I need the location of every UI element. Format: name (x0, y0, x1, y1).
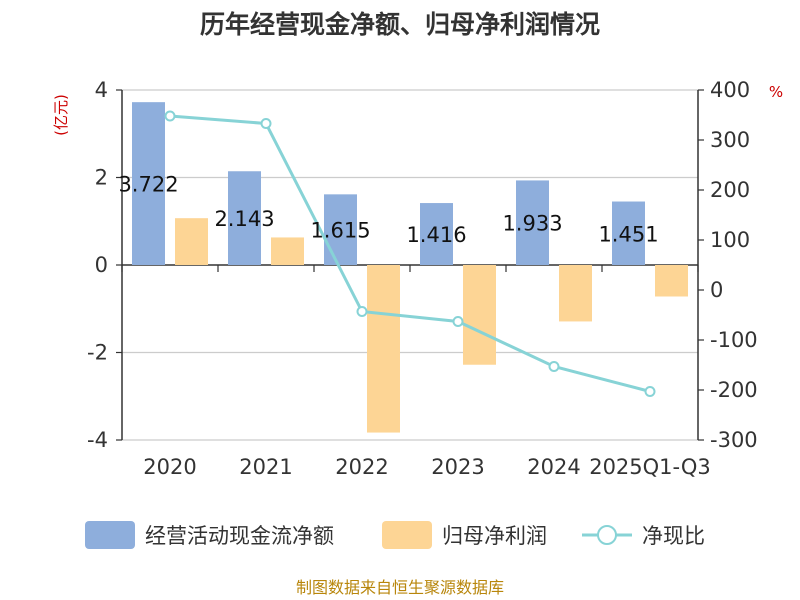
cashflow-data-label: 2.143 (214, 207, 274, 231)
right-tick-label: -200 (710, 378, 758, 402)
left-axis-unit: (亿元) (52, 94, 70, 136)
legend: 经营活动现金流净额 归母净利润 净现比 (85, 521, 705, 549)
right-tick-label: -100 (710, 328, 758, 352)
x-tick-label: 2023 (431, 455, 484, 479)
cashflow-data-label: 1.933 (502, 212, 562, 236)
net-profit-bar (271, 237, 304, 265)
right-axis-unit: % (769, 83, 783, 101)
net-profit-bar (367, 265, 400, 433)
legend-marker-ratio (597, 525, 617, 545)
right-tick-label: 400 (710, 78, 750, 102)
left-tick-label: -4 (87, 428, 108, 452)
axes: 4 2 0 -2 -4 400 300 200 100 0 -100 -200 -300 2020 2021… (87, 78, 758, 479)
cashflow-bar (228, 171, 261, 265)
cashflow-bar (132, 102, 165, 265)
right-tick-label: 100 (710, 228, 750, 252)
cash-ratio-point (644, 386, 656, 397)
cash-ratio-point (548, 361, 560, 372)
cashflow-data-label: 1.451 (598, 222, 658, 246)
labels-layer: 3.722 2.143 1.615 1.416 1.933 1.451 (118, 173, 658, 247)
x-tick-label: 2022 (335, 455, 388, 479)
x-tick-label: 2025Q1-Q3 (589, 455, 711, 479)
legend-label-ratio: 净现比 (642, 524, 705, 548)
right-tick-label: 0 (710, 278, 723, 302)
x-tick-label: 2021 (239, 455, 292, 479)
legend-swatch-cashflow (85, 521, 135, 549)
bars-layer (132, 102, 688, 433)
left-tick-label: -2 (87, 341, 108, 365)
line-layer (164, 110, 656, 397)
cashflow-data-label: 1.416 (406, 223, 466, 247)
left-tick-label: 0 (95, 253, 108, 277)
legend-label-cashflow: 经营活动现金流净额 (145, 524, 334, 548)
source-note: 制图数据来自恒生聚源数据库 (296, 578, 504, 597)
right-tick-label: 200 (710, 178, 750, 202)
cashflow-data-label: 1.615 (310, 219, 370, 243)
cashflow-bar (612, 201, 645, 265)
legend-label-profit: 归母净利润 (442, 524, 547, 548)
x-tick-label: 2020 (143, 455, 196, 479)
cashflow-data-label: 3.722 (118, 173, 178, 197)
net-profit-bar (175, 218, 208, 265)
left-tick-label: 4 (95, 78, 108, 102)
net-profit-bar (463, 265, 496, 365)
cashflow-bar (324, 194, 357, 265)
gridlines (122, 89, 698, 441)
cash-ratio-line (169, 114, 651, 393)
legend-swatch-profit (382, 521, 432, 549)
cash-ratio-point (452, 316, 464, 327)
cash-ratio-point (164, 110, 176, 122)
x-tick-label: 2024 (527, 455, 580, 479)
cash-ratio-point (356, 306, 368, 317)
net-profit-bar (559, 265, 592, 322)
net-profit-bar (655, 265, 688, 297)
chart-title: 历年经营现金净额、归母净利润情况 (200, 10, 600, 39)
cashflow-bar (420, 203, 453, 265)
left-tick-label: 2 (95, 166, 108, 190)
right-tick-label: 300 (710, 128, 750, 152)
right-tick-label: -300 (710, 428, 758, 452)
cashflow-bar (516, 180, 549, 265)
cash-ratio-point (260, 118, 272, 129)
